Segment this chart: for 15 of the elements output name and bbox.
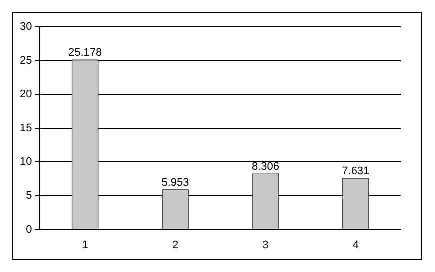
x-tick-label: 3 xyxy=(262,239,269,252)
y-tick-label: 5 xyxy=(26,190,32,202)
x-tick-label: 4 xyxy=(352,239,359,252)
y-tick-label: 20 xyxy=(20,88,32,101)
x-tick-label: 1 xyxy=(82,239,88,252)
data-label: 5.953 xyxy=(162,177,190,190)
y-tick-label: 15 xyxy=(20,122,32,134)
data-label: 7.631 xyxy=(342,166,370,178)
x-tick-label: 2 xyxy=(172,239,179,252)
y-tick-label: 30 xyxy=(20,21,32,34)
y-tick-label: 10 xyxy=(20,156,32,168)
y-tick-label: 0 xyxy=(26,224,32,236)
data-label: 25.178 xyxy=(68,47,102,60)
y-tick-label: 25 xyxy=(20,54,32,67)
data-label: 8.306 xyxy=(252,161,280,174)
